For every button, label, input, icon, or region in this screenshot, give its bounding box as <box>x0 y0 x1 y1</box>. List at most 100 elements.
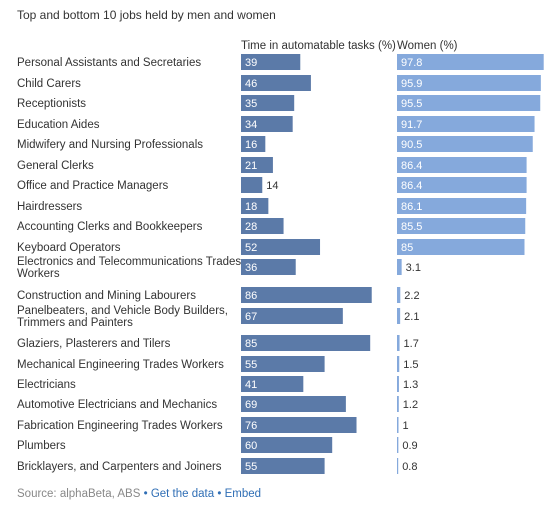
category-label: Electronics and Telecommunications Trade… <box>17 256 241 280</box>
women-bar <box>397 308 401 324</box>
automatable-value-label: 28 <box>245 221 257 233</box>
category-label: Electricians <box>17 379 76 391</box>
category-label: Bricklayers, and Carpenters and Joiners <box>17 461 222 473</box>
source-text: Source: alphaBeta, ABS <box>17 488 141 500</box>
category-label: Receptionists <box>17 98 86 110</box>
women-bar <box>397 177 527 193</box>
automatable-bar <box>241 356 325 372</box>
women-value-label: 2.2 <box>404 290 419 302</box>
category-label: Education Aides <box>17 119 100 131</box>
automatable-value-label: 86 <box>245 290 257 302</box>
category-label: Child Carers <box>17 78 81 90</box>
automatable-bar <box>241 177 263 193</box>
get-the-data-link[interactable]: Get the data <box>150 488 215 500</box>
women-value-label: 86.4 <box>401 180 422 192</box>
women-bar <box>397 218 526 234</box>
women-bar <box>397 396 399 412</box>
women-bar <box>397 239 525 255</box>
automatable-value-label: 21 <box>245 160 257 172</box>
women-value-label: 0.9 <box>402 440 417 452</box>
category-label: Panelbeaters, and Vehicle Body Builders,… <box>17 305 228 329</box>
women-bar <box>397 287 401 303</box>
women-bar <box>397 54 544 70</box>
category-label: Personal Assistants and Secretaries <box>17 57 201 69</box>
women-bar <box>397 376 399 392</box>
automatable-value-label: 14 <box>266 180 278 192</box>
automatable-value-label: 36 <box>245 262 257 274</box>
category-label: Keyboard Operators <box>17 242 121 254</box>
automatable-bar <box>241 259 296 275</box>
automatable-value-label: 85 <box>245 338 257 350</box>
automatable-bar <box>241 239 321 255</box>
automatable-bar <box>241 218 284 234</box>
automatable-value-label: 46 <box>245 78 257 90</box>
automatable-value-label: 52 <box>245 242 257 254</box>
automatable-value-label: 60 <box>245 440 257 452</box>
automatable-bar <box>241 116 293 132</box>
women-value-label: 95.5 <box>401 98 422 110</box>
women-bar <box>397 417 399 433</box>
automatable-value-label: 67 <box>245 311 257 323</box>
women-value-label: 90.5 <box>401 139 422 151</box>
women-bar <box>397 437 399 453</box>
category-label: Glaziers, Plasterers and Tilers <box>17 338 171 350</box>
automatable-bar <box>241 54 301 70</box>
women-value-label: 86.4 <box>401 160 422 172</box>
category-label: Automotive Electricians and Mechanics <box>17 399 217 411</box>
automatable-bar <box>241 437 333 453</box>
women-bar <box>397 116 535 132</box>
category-label: Office and Practice Managers <box>17 180 169 192</box>
automatable-bar <box>241 458 325 474</box>
category-label: General Clerks <box>17 160 94 172</box>
women-value-label: 95.9 <box>401 78 422 90</box>
automatable-bar <box>241 335 371 351</box>
automatable-value-label: 35 <box>245 98 257 110</box>
column-header-automatable: Time in automatable tasks (%) <box>241 40 396 52</box>
women-bar <box>397 198 527 214</box>
chart-footer: Source: alphaBeta, ABS • Get the data • … <box>17 488 261 500</box>
automatable-value-label: 39 <box>245 57 257 69</box>
women-bar <box>397 95 541 111</box>
women-value-label: 1.3 <box>403 379 418 391</box>
category-label: Midwifery and Nursing Professionals <box>17 139 203 151</box>
automatable-value-label: 18 <box>245 201 257 213</box>
women-value-label: 1.2 <box>403 399 418 411</box>
bar-chart: Personal Assistants and Secretaries 39 97.… <box>17 54 544 474</box>
women-bar <box>397 75 541 91</box>
automatable-bar <box>241 396 346 412</box>
automatable-bar <box>241 136 266 152</box>
women-value-label: 85.5 <box>401 221 422 233</box>
footer-separator: • <box>217 488 222 500</box>
column-header-women: Women (%) <box>397 40 458 52</box>
women-value-label: 91.7 <box>401 119 422 131</box>
women-bar <box>397 335 400 351</box>
automatable-bar <box>241 376 304 392</box>
women-bar <box>397 259 402 275</box>
automatable-bar <box>241 287 372 303</box>
women-value-label: 0.8 <box>402 461 417 473</box>
women-bar <box>397 458 399 474</box>
women-value-label: 1 <box>403 420 409 432</box>
women-value-label: 85 <box>401 242 413 254</box>
category-label: Fabrication Engineering Trades Workers <box>17 420 223 432</box>
category-label: Accounting Clerks and Bookkeepers <box>17 221 203 233</box>
automatable-value-label: 55 <box>245 461 257 473</box>
category-label: Mechanical Engineering Trades Workers <box>17 359 224 371</box>
footer-separator: • <box>143 488 148 500</box>
women-value-label: 2.1 <box>404 311 419 323</box>
automatable-value-label: 55 <box>245 359 257 371</box>
automatable-bar <box>241 308 343 324</box>
automatable-bar <box>241 417 357 433</box>
women-value-label: 1.5 <box>403 359 418 371</box>
embed-link[interactable]: Embed <box>224 488 261 500</box>
automatable-bar <box>241 75 311 91</box>
women-bar <box>397 356 400 372</box>
automatable-value-label: 41 <box>245 379 257 391</box>
women-value-label: 86.1 <box>401 201 422 213</box>
women-value-label: 97.8 <box>401 57 422 69</box>
automatable-bar <box>241 198 269 214</box>
automatable-value-label: 34 <box>245 119 257 131</box>
chart-title: Top and bottom 10 jobs held by men and w… <box>17 8 276 22</box>
category-label: Plumbers <box>17 440 66 452</box>
women-bar <box>397 157 527 173</box>
